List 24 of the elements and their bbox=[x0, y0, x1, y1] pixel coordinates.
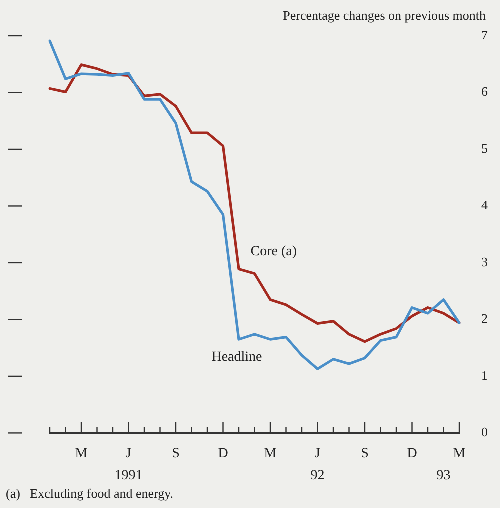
y-tick-label: 4 bbox=[482, 198, 488, 213]
y-tick-label: 2 bbox=[482, 311, 488, 326]
x-tick-label: D bbox=[218, 446, 228, 462]
x-tick-label: M bbox=[75, 446, 88, 462]
y-tick-label: 5 bbox=[482, 140, 488, 156]
text: 93 bbox=[436, 468, 451, 484]
x-tick-label: J bbox=[315, 446, 322, 462]
x-tick-label: M bbox=[453, 446, 466, 462]
y-tick-label: 7 bbox=[482, 27, 488, 42]
y-axis-title: Percentage changes on previous month bbox=[283, 8, 486, 24]
x-tick-label: D bbox=[407, 446, 418, 462]
y-tick-label: 3 bbox=[482, 254, 488, 270]
x-tick-label: S bbox=[172, 446, 180, 462]
x-tick-label: M bbox=[264, 446, 278, 462]
text: 1991 bbox=[114, 468, 143, 484]
x-tick-label: S bbox=[361, 446, 369, 462]
y-tick-label: 1 bbox=[482, 368, 488, 383]
y-tick-label: 0 bbox=[482, 424, 488, 440]
y-tick-label: 6 bbox=[482, 84, 488, 100]
text: 92 bbox=[310, 468, 325, 484]
x-tick-label: J bbox=[126, 446, 132, 462]
series-label: Headline bbox=[212, 350, 262, 366]
text: (a) Excluding food and energy. bbox=[6, 486, 174, 502]
series-label: Core (a) bbox=[250, 244, 298, 260]
